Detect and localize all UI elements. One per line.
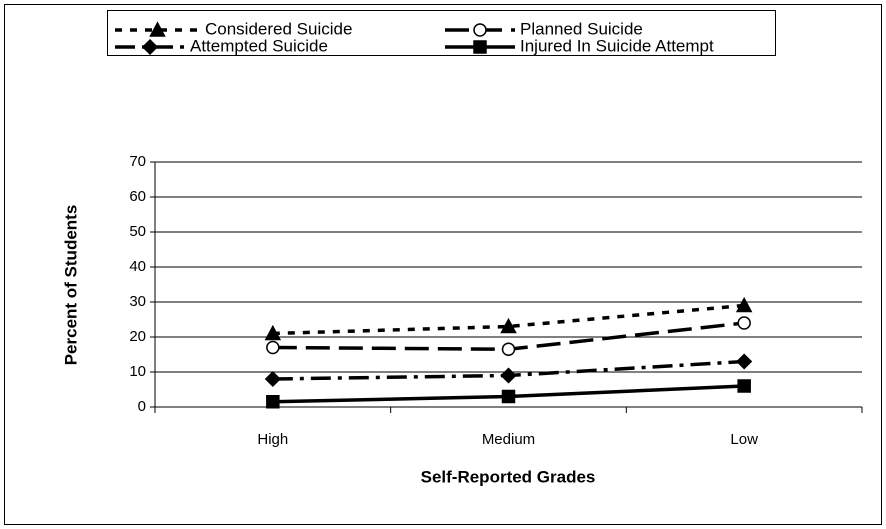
legend-marker [473,23,487,37]
x-tick-label: Medium [482,431,535,448]
y-tick-label: 50 [129,223,146,240]
y-axis-title: Percent of Students [61,205,80,366]
series-line [272,303,745,336]
legend-label: Attempted Suicide [190,36,328,55]
y-tick-label: 30 [129,293,146,310]
legend-label: Planned Suicide [520,19,643,38]
y-tick-label: 20 [129,328,146,345]
y-tick-label: 70 [129,153,146,170]
marker-circle [501,342,516,356]
marker-circle [266,340,280,355]
marker-circle [737,316,751,330]
marker-triangle [264,324,282,341]
marker-square [266,395,280,409]
legend-marker [141,38,159,56]
marker-diamond [500,367,517,384]
marker-triangle [500,317,517,334]
legend-marker [473,40,487,54]
marker-diamond [264,370,281,388]
y-tick-label: 40 [129,258,146,275]
marker-triangle [735,296,753,313]
y-tick-label: 0 [138,398,146,415]
x-tick-label: High [257,431,288,448]
legend-label: Injured In Suicide Attempt [520,36,714,55]
chart-border [4,4,882,525]
marker-diamond [736,353,753,370]
x-axis-title: Self-Reported Grades [421,467,596,486]
marker-square [501,389,516,404]
legend-marker [149,21,166,37]
legend-label: Considered Suicide [205,19,352,38]
legend-box [107,10,776,56]
x-tick-label: Low [730,431,758,448]
marker-square [737,379,751,393]
y-tick-label: 60 [129,188,146,205]
y-tick-label: 10 [129,363,146,380]
